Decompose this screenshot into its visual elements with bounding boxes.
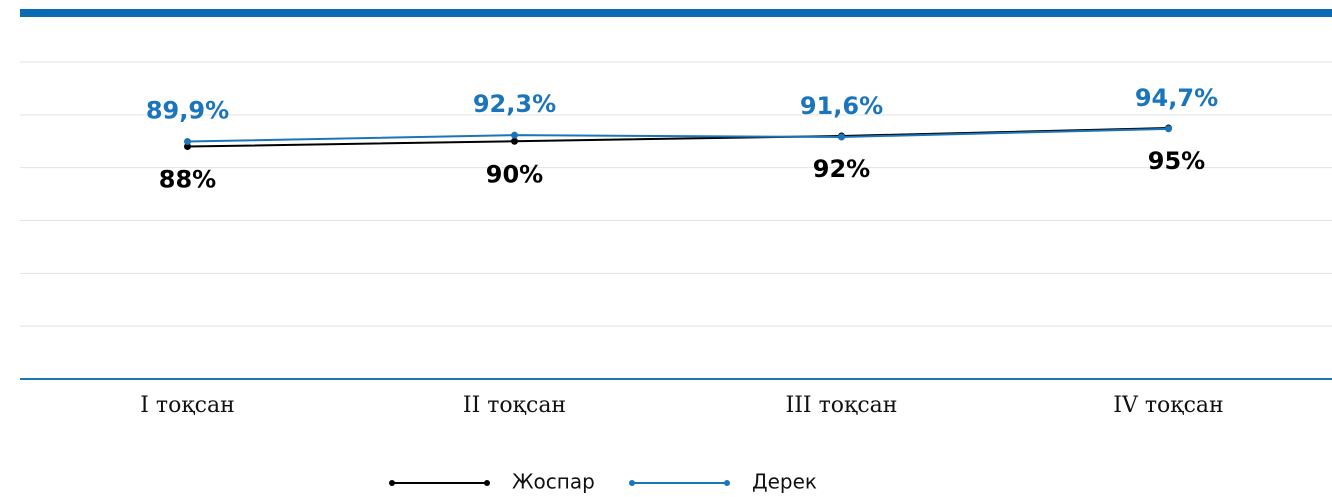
- data-label: 88%: [159, 166, 216, 194]
- point: [511, 137, 518, 145]
- x-tick-label: I тоқсан: [140, 393, 235, 418]
- legend-dot: [724, 480, 730, 486]
- x-tick-label: IV тоқсан: [1113, 393, 1223, 418]
- data-label: 94,7%: [1135, 84, 1218, 112]
- legend-dot: [389, 480, 395, 486]
- top-bar: [20, 9, 1332, 17]
- data-label: 89,9%: [146, 97, 229, 125]
- data-label: 92%: [813, 155, 870, 183]
- point: [184, 138, 191, 146]
- legend-label: Дерек: [752, 470, 817, 494]
- point: [511, 131, 518, 139]
- data-label: 92,3%: [473, 90, 556, 118]
- data-label: 91,6%: [800, 92, 883, 120]
- legend-dot: [484, 480, 490, 486]
- point: [184, 143, 191, 151]
- x-tick-label: III тоқсан: [786, 393, 898, 418]
- data-label: 95%: [1148, 147, 1205, 175]
- line: [187, 127, 1169, 148]
- data-label: 90%: [486, 160, 543, 188]
- point: [838, 133, 845, 141]
- legend-dot: [629, 480, 635, 486]
- x-tick-label: II тоқсан: [463, 393, 566, 418]
- legend-label: Жоспар: [512, 470, 595, 494]
- point: [1165, 125, 1172, 133]
- line: [187, 127, 1169, 143]
